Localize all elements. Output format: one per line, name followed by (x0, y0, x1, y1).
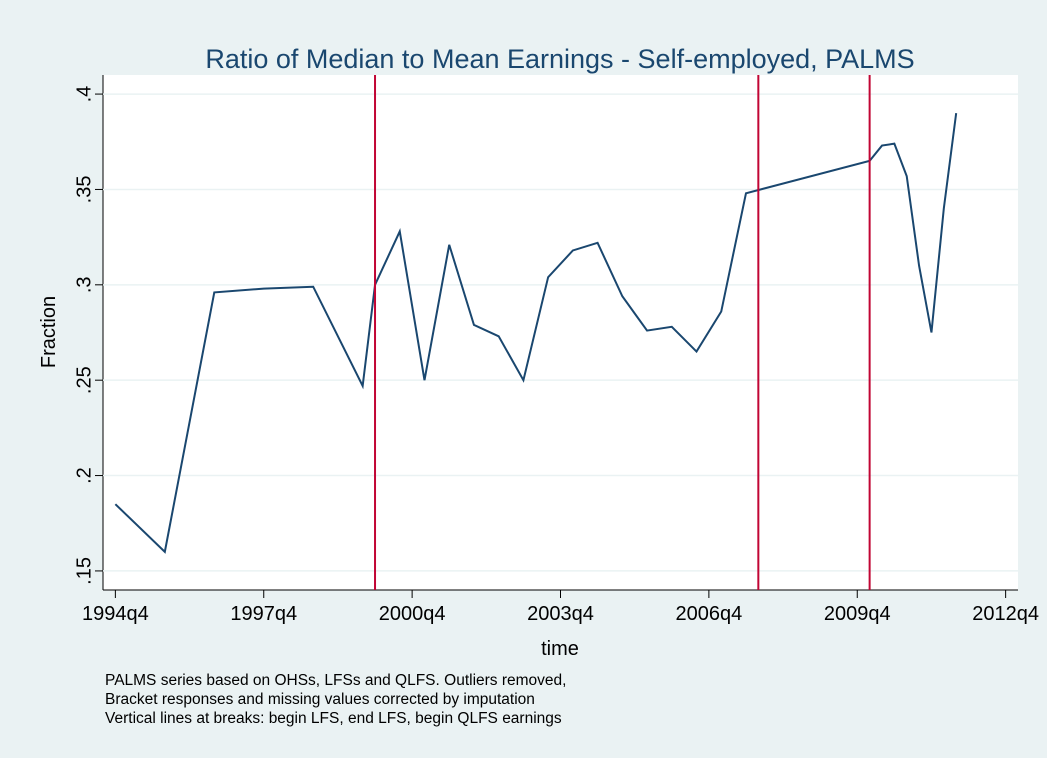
x-axis-label: time (541, 638, 579, 660)
x-tick-label: 1994q4 (82, 603, 149, 625)
y-tick-label: .25 (73, 366, 95, 394)
x-tick-label: 2009q4 (824, 603, 891, 625)
x-tick-label: 2003q4 (527, 603, 594, 625)
note: Bracket responses and missing values cor… (105, 691, 535, 708)
notes: PALMS series based on OHSs, LFSs and QLF… (105, 672, 566, 727)
note: Vertical lines at breaks: begin LFS, end… (105, 710, 562, 727)
y-tick-label: .4 (73, 86, 95, 103)
x-tick-label: 2012q4 (972, 603, 1039, 625)
y-axis-label: Fraction (38, 296, 60, 368)
plot-area (103, 75, 1018, 590)
y-tick-label: .15 (73, 557, 95, 585)
note: PALMS series based on OHSs, LFSs and QLF… (105, 672, 566, 689)
y-tick-label: .35 (73, 176, 95, 204)
x-tick-label: 1997q4 (230, 603, 297, 625)
y-tick-label: .2 (73, 467, 95, 484)
data-line (114, 113, 958, 554)
chart-title: Ratio of Median to Mean Earnings - Self-… (205, 44, 914, 74)
x-tick-label: 2000q4 (379, 603, 446, 625)
y-tick-label: .3 (73, 276, 95, 293)
x-tick-label: 2006q4 (676, 603, 743, 625)
